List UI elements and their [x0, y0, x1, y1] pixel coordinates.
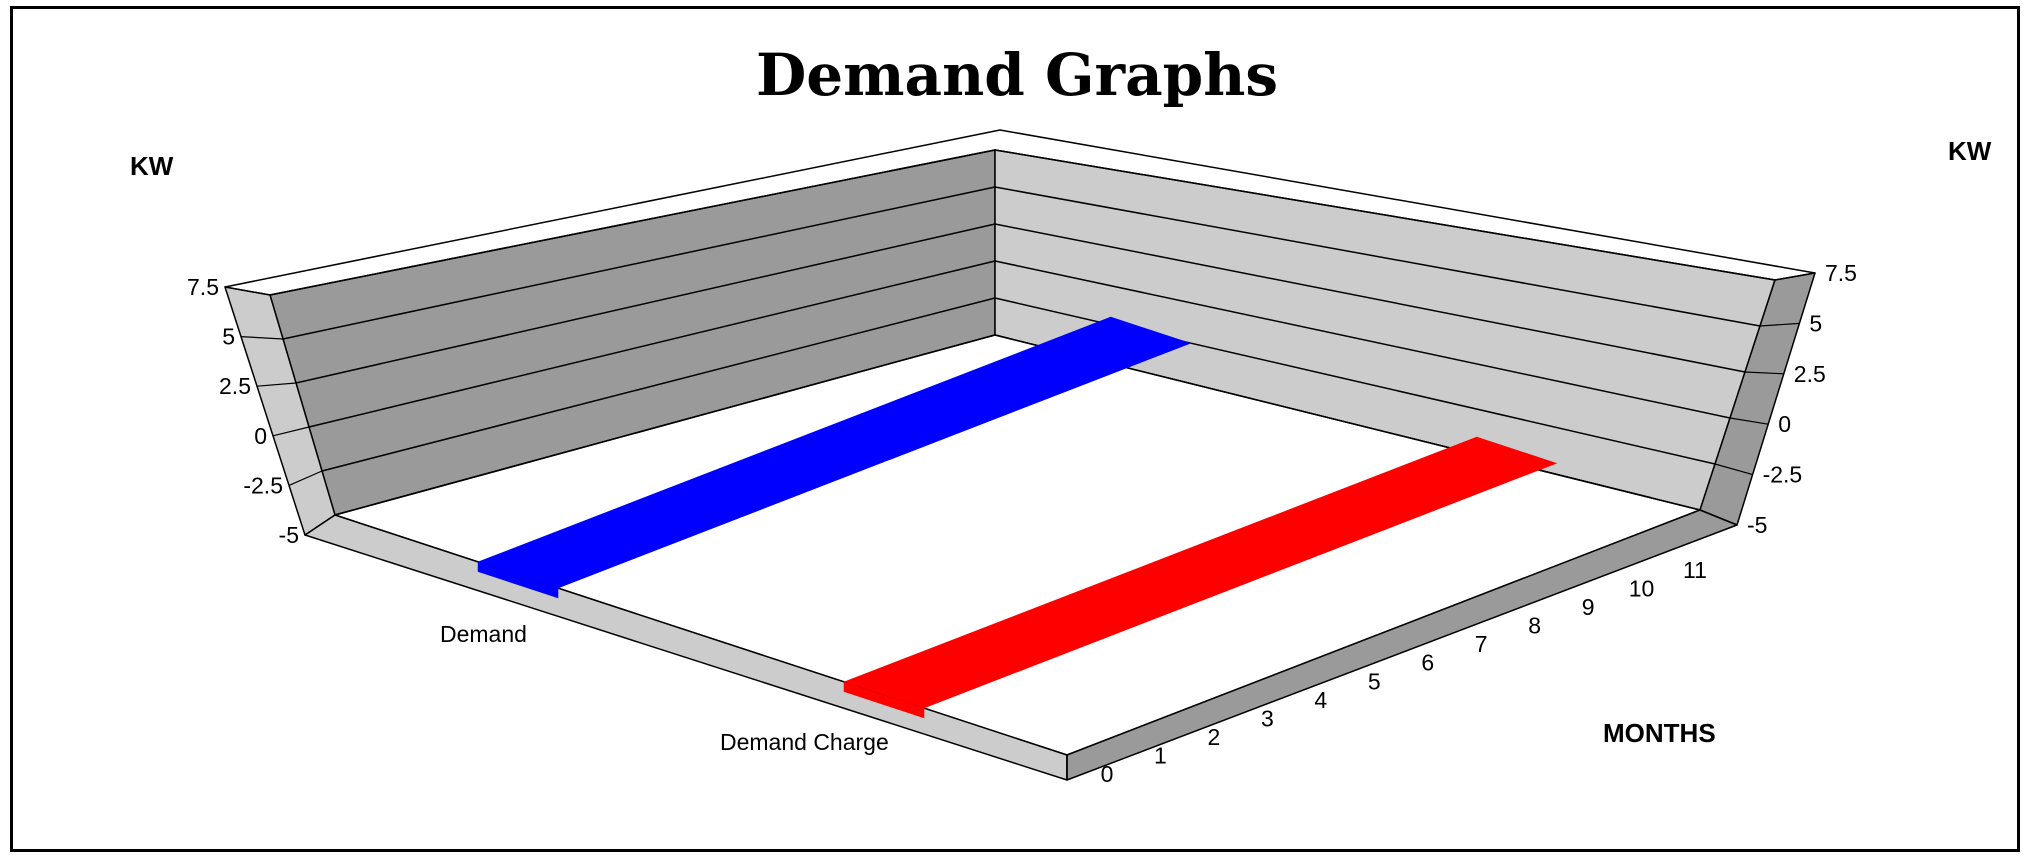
gridline-left: [308, 260, 996, 428]
bar-edge-demand-charge: [843, 681, 925, 719]
gridline-right: [994, 149, 1776, 281]
z-tick-label-left: 7.5: [187, 274, 219, 300]
gridline-right-face: [1774, 272, 1816, 281]
z-axis-title-left: KW: [130, 151, 174, 181]
chart-title: Demand Graphs: [756, 41, 1278, 109]
category-label: Demand Charge: [720, 729, 889, 755]
z-tick-label-left: 2.5: [219, 373, 251, 399]
gridline-right-face: [1744, 371, 1784, 375]
x-tick-label: 11: [1683, 557, 1707, 583]
x-tick-label: 10: [1629, 576, 1655, 602]
x-tick-label: 8: [1528, 613, 1541, 639]
gridline-left: [295, 223, 996, 384]
gridline-left-face: [224, 286, 271, 296]
z-tick-label-left: 0: [254, 423, 267, 449]
gridline-right-face: [1714, 463, 1753, 476]
x-axis-title: MONTHS: [1603, 718, 1716, 748]
z-tick-label-right: -5: [1747, 512, 1767, 538]
gridline-left: [321, 297, 996, 472]
category-label: Demand: [440, 621, 527, 647]
gridline-right-face: [1759, 322, 1800, 327]
x-tick-label: 3: [1261, 705, 1274, 731]
gridline-left-face: [272, 426, 310, 437]
bar-edge-demand: [477, 561, 559, 599]
x-tick-label: 5: [1368, 668, 1381, 694]
z-tick-label-right: 7.5: [1825, 260, 1857, 286]
x-tick-label: 1: [1154, 742, 1167, 768]
gridline-left-face: [304, 514, 336, 536]
z-tick-label-right: -2.5: [1763, 462, 1803, 488]
gridline-right: [994, 260, 1731, 419]
z-tick-label-right: 0: [1778, 411, 1791, 437]
gridline-right-face: [1729, 417, 1769, 425]
x-tick-label: 2: [1208, 724, 1221, 750]
chart-bars: [477, 316, 1558, 719]
z-tick-label-right: 2.5: [1794, 361, 1826, 387]
z-tick-label-right: 5: [1809, 310, 1822, 336]
gridline-right: [994, 223, 1746, 373]
gridline-left-face: [256, 382, 297, 387]
x-tick-label: 9: [1582, 594, 1595, 620]
gridline-right-face: [1699, 509, 1738, 526]
gridline-left-face: [240, 336, 284, 340]
x-tick-label: 4: [1314, 687, 1327, 713]
bar-series-demand: [477, 316, 1192, 589]
z-tick-label-left: -5: [279, 522, 299, 548]
z-tick-label-left: -2.5: [243, 472, 283, 498]
x-tick-label: 7: [1475, 631, 1488, 657]
bar-series-demand-charge: [843, 436, 1558, 709]
z-tick-label-left: 5: [222, 324, 235, 350]
z-axis-title-right: KW: [1948, 136, 1992, 166]
gridline-left: [282, 186, 996, 340]
gridline-left: [269, 149, 996, 296]
chart-walls: [224, 129, 1816, 781]
gridline-left-face: [288, 470, 323, 486]
chart-labels: -5 -5-2.5 -2.50 02.5 2.5557.57.5DemandDemand…: [187, 260, 1857, 787]
gridline-left: [334, 334, 996, 516]
gridline-right: [994, 186, 1761, 327]
x-tick-label: 6: [1421, 650, 1434, 676]
x-tick-label: 0: [1101, 761, 1114, 787]
